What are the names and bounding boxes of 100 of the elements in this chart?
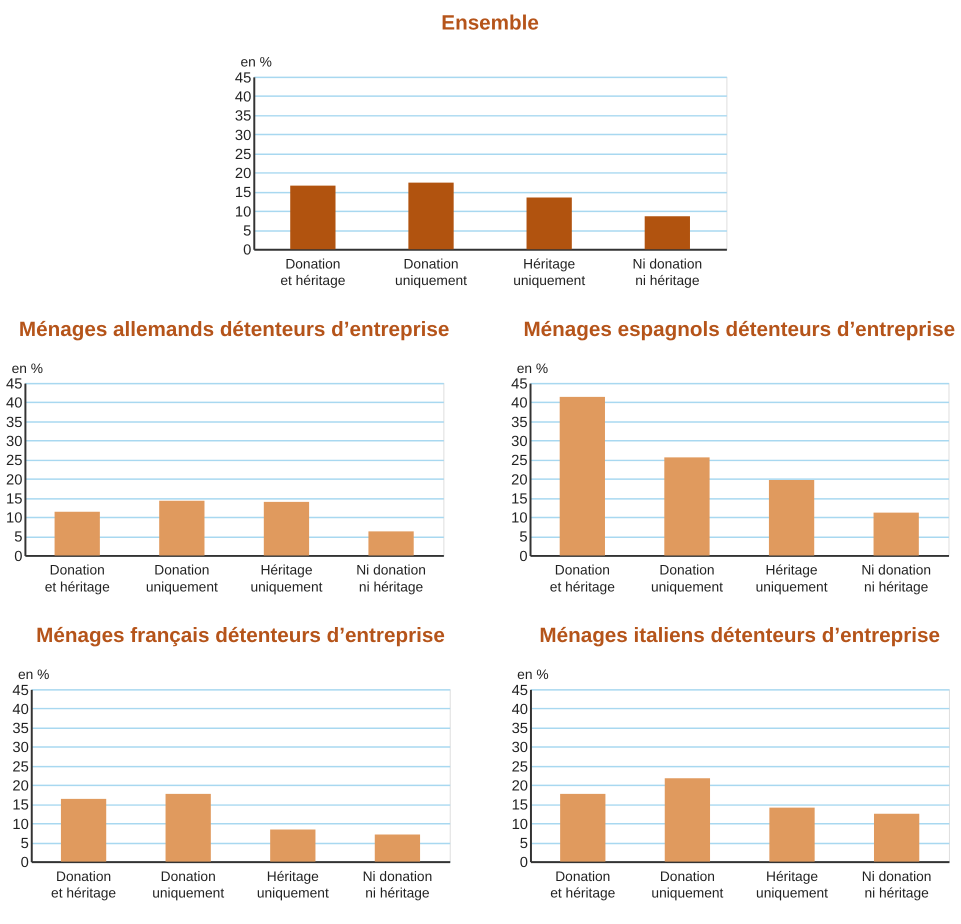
y-tick-label: 35 [234, 108, 252, 125]
y-axis-title: en % [240, 54, 272, 70]
x-tick-label: Donation et héritage [44, 562, 110, 594]
chart-title: Ménages allemands détenteurs d’entreprise [18, 318, 450, 341]
bar [60, 798, 106, 862]
x-tick-label: Ni donation ni héritage [862, 868, 932, 901]
y-tick-label: 45 [512, 682, 528, 699]
x-tick-label: Ni donation ni héritage [362, 868, 432, 901]
y-tick-label: 25 [234, 146, 252, 163]
x-tick-label: Donation uniquement [152, 868, 224, 901]
y-tick-label: 35 [12, 721, 29, 738]
bar [159, 500, 204, 556]
y-tick-label: 30 [234, 128, 252, 144]
y-tick-label: 45 [6, 376, 22, 393]
y-tick-label: 35 [511, 414, 528, 431]
x-tick-label: Ni donation ni héritage [861, 562, 932, 594]
y-tick-label: 10 [12, 816, 29, 833]
x-tick-label: Donation uniquement [395, 256, 468, 288]
y-tick-label: 25 [512, 759, 528, 776]
y-tick-label: 15 [512, 798, 528, 814]
bar [264, 502, 310, 556]
chart-title: Ménages français détenteurs d’entreprise [36, 624, 445, 648]
x-tick-label: Donation et héritage [550, 868, 616, 901]
bar [374, 834, 420, 862]
y-tick-label: 0 [20, 855, 29, 872]
y-axis-title: en % [516, 360, 548, 376]
bar [408, 182, 454, 250]
y-tick-label: 15 [511, 491, 528, 508]
y-tick-label: 5 [520, 836, 528, 852]
x-tick-label: Héritage uniquement [256, 868, 329, 901]
bar [560, 794, 606, 862]
y-tick-label: 15 [12, 798, 29, 814]
y-tick-label: 10 [512, 816, 528, 833]
x-tick-label: Donation et héritage [51, 868, 116, 901]
bar [290, 186, 336, 250]
x-tick-label: Héritage uniquement [513, 256, 586, 288]
y-tick-label: 40 [511, 396, 528, 412]
x-tick-label: Ni donation ni héritage [632, 256, 702, 288]
y-tick-label: 0 [243, 242, 252, 259]
y-tick-label: 5 [519, 530, 528, 546]
y-tick-label: 5 [20, 836, 29, 852]
y-axis-title: en % [18, 667, 50, 682]
y-tick-label: 20 [512, 778, 528, 795]
y-tick-label: 45 [511, 376, 528, 393]
y-tick-label: 15 [234, 185, 252, 202]
y-tick-label: 30 [12, 740, 29, 756]
y-tick-label: 40 [234, 89, 252, 106]
y-tick-label: 10 [234, 204, 252, 220]
y-tick-label: 45 [234, 70, 252, 86]
chart-title: Ensemble [441, 12, 539, 35]
x-tick-label: Donation et héritage [550, 562, 616, 594]
y-axis-title: en % [12, 360, 44, 376]
y-tick-label: 5 [14, 530, 22, 546]
x-tick-label: Héritage uniquement [250, 562, 323, 594]
y-tick-label: 30 [6, 434, 22, 450]
y-tick-label: 20 [511, 472, 528, 488]
y-tick-label: 0 [520, 855, 528, 872]
y-tick-label: 35 [6, 414, 22, 431]
x-tick-label: Donation uniquement [650, 562, 724, 594]
bar [270, 830, 316, 862]
bar [560, 396, 605, 556]
y-tick-label: 40 [6, 396, 22, 412]
y-tick-label: 30 [512, 740, 528, 756]
y-tick-label: 20 [234, 166, 252, 182]
bar [166, 794, 211, 862]
y-tick-label: 15 [6, 491, 22, 508]
chart-title: Ménages espagnols détenteurs d’entreprise [523, 318, 956, 341]
bar [874, 512, 919, 556]
bar [368, 531, 414, 556]
x-tick-label: Héritage uniquement [756, 562, 828, 594]
bar [54, 512, 100, 556]
bar [874, 814, 920, 862]
y-tick-label: 10 [511, 510, 528, 527]
y-axis-title: en % [517, 667, 549, 682]
y-tick-label: 35 [512, 721, 528, 738]
y-tick-label: 0 [14, 548, 22, 565]
y-tick-label: 25 [6, 453, 22, 470]
chart-title: Ménages italiens détenteurs d’entreprise [539, 624, 940, 648]
bar [769, 808, 815, 862]
x-tick-label: Ni donation ni héritage [356, 562, 426, 594]
y-tick-label: 0 [519, 548, 528, 565]
x-tick-label: Donation et héritage [280, 256, 346, 288]
y-tick-label: 40 [512, 702, 528, 718]
y-tick-label: 10 [6, 510, 22, 527]
y-tick-label: 20 [6, 472, 22, 488]
y-tick-label: 30 [511, 434, 528, 450]
bar [664, 778, 710, 862]
y-tick-label: 5 [243, 224, 252, 240]
y-tick-label: 45 [12, 682, 29, 699]
x-tick-label: Donation uniquement [146, 562, 218, 594]
bar [664, 457, 710, 556]
y-tick-label: 40 [12, 702, 29, 718]
x-tick-label: Héritage uniquement [756, 868, 828, 901]
bar [768, 480, 814, 556]
x-tick-label: Donation uniquement [651, 868, 724, 901]
y-tick-label: 25 [511, 453, 528, 470]
bar [526, 198, 572, 250]
y-tick-label: 25 [12, 759, 29, 776]
bar [644, 216, 690, 250]
y-tick-label: 20 [12, 778, 29, 795]
